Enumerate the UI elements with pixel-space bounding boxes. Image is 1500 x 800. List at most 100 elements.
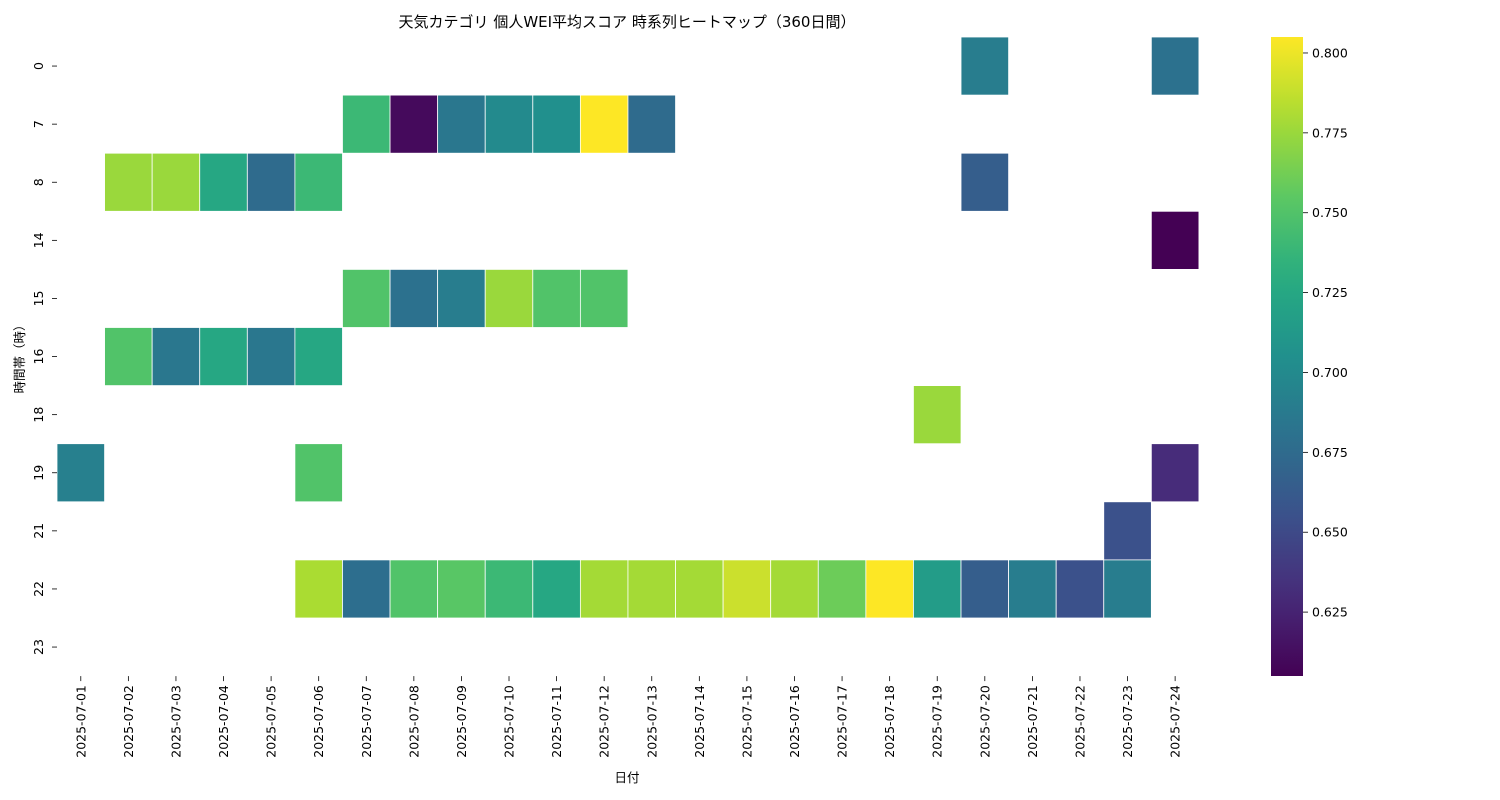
x-tick-label: 2025-07-01 bbox=[73, 685, 88, 758]
y-tick-label: 23 bbox=[31, 639, 46, 655]
x-tick-label: 2025-07-03 bbox=[168, 685, 183, 758]
x-axis-ticks: 2025-07-01 2025-07-02 2025-07-03 2025-07-04… bbox=[73, 676, 1183, 758]
heatmap-cell bbox=[579, 559, 629, 619]
heatmap-cell bbox=[675, 559, 724, 619]
heatmap-cell bbox=[294, 327, 343, 386]
heatmap-cell bbox=[437, 268, 486, 328]
y-axis-ticks: 0 7 8 14 15 16 18 19 21 22 23 bbox=[31, 62, 57, 655]
heatmap-cell bbox=[913, 385, 962, 445]
heatmap-cell bbox=[817, 559, 867, 619]
x-tick-label: 2025-07-07 bbox=[359, 685, 374, 758]
heatmap-cell bbox=[342, 268, 391, 328]
x-axis-label: 日付 bbox=[614, 770, 639, 785]
heatmap-cell bbox=[1150, 210, 1200, 270]
heatmap-cell bbox=[56, 443, 105, 503]
heatmap-cell bbox=[484, 559, 534, 619]
colorbar-ticks: 0.625 0.650 0.675 0.700 0.725 0.750 0.775 0.800 bbox=[1303, 45, 1348, 620]
heatmap-cell bbox=[484, 268, 534, 328]
x-tick-label: 2025-07-24 bbox=[1168, 685, 1183, 758]
y-tick-label: 21 bbox=[31, 523, 46, 539]
x-tick-label: 2025-07-21 bbox=[1025, 685, 1040, 758]
y-tick-label: 15 bbox=[31, 290, 46, 306]
y-tick-label: 8 bbox=[31, 178, 46, 186]
y-tick-label: 18 bbox=[31, 407, 46, 423]
x-tick-label: 2025-07-22 bbox=[1072, 685, 1087, 758]
heatmap-cell bbox=[104, 327, 153, 386]
heatmap-cell bbox=[579, 268, 629, 328]
heatmap-cell bbox=[151, 327, 201, 386]
heatmap-cell bbox=[437, 559, 486, 619]
heatmap-cell bbox=[1103, 501, 1152, 561]
x-tick-label: 2025-07-16 bbox=[787, 685, 802, 758]
heatmap-cells bbox=[56, 36, 1200, 619]
colorbar-tick-label: 0.675 bbox=[1312, 445, 1348, 460]
y-tick-label: 0 bbox=[31, 62, 46, 70]
x-tick-label: 2025-07-02 bbox=[121, 685, 136, 758]
heatmap-cell bbox=[437, 94, 486, 154]
y-tick-label: 7 bbox=[31, 120, 46, 128]
heatmap-cell bbox=[1103, 559, 1152, 619]
heatmap-cell bbox=[1008, 559, 1057, 619]
heatmap-cell bbox=[579, 94, 629, 154]
heatmap-cell bbox=[389, 268, 439, 328]
x-tick-label: 2025-07-18 bbox=[882, 685, 897, 758]
heatmap-cell bbox=[1150, 36, 1200, 96]
heatmap-cell bbox=[199, 152, 248, 212]
heatmap-cell bbox=[1055, 559, 1105, 619]
heatmap-cell bbox=[627, 559, 676, 619]
x-tick-label: 2025-07-23 bbox=[1120, 685, 1135, 758]
x-tick-label: 2025-07-10 bbox=[502, 685, 517, 758]
colorbar-tick-label: 0.650 bbox=[1312, 525, 1348, 540]
x-tick-label: 2025-07-14 bbox=[692, 685, 707, 758]
x-tick-label: 2025-07-20 bbox=[977, 685, 992, 758]
y-tick-label: 19 bbox=[31, 465, 46, 481]
x-tick-label: 2025-07-08 bbox=[406, 685, 421, 758]
x-tick-label: 2025-07-09 bbox=[454, 685, 469, 758]
heatmap-cell bbox=[960, 559, 1010, 619]
colorbar-tick-label: 0.700 bbox=[1312, 365, 1348, 380]
colorbar bbox=[1271, 37, 1303, 676]
colorbar-tick-label: 0.800 bbox=[1312, 45, 1348, 60]
heatmap-cell bbox=[1150, 443, 1200, 503]
heatmap-cell bbox=[532, 559, 581, 619]
chart-title: 天気カテゴリ 個人WEI平均スコア 時系列ヒートマップ（360日間） bbox=[399, 13, 856, 31]
colorbar-tick-label: 0.750 bbox=[1312, 205, 1348, 220]
colorbar-tick-label: 0.625 bbox=[1312, 605, 1348, 620]
x-tick-label: 2025-07-13 bbox=[644, 685, 659, 758]
y-tick-label: 22 bbox=[31, 581, 46, 597]
heatmap-cell bbox=[246, 152, 296, 212]
x-tick-label: 2025-07-11 bbox=[549, 685, 564, 758]
heatmap-cell bbox=[151, 152, 201, 212]
x-tick-label: 2025-07-15 bbox=[739, 685, 754, 758]
x-tick-label: 2025-07-12 bbox=[597, 685, 612, 758]
x-tick-label: 2025-07-06 bbox=[311, 685, 326, 758]
heatmap-cell bbox=[389, 559, 439, 619]
y-axis-label: 時間帯（時） bbox=[12, 318, 27, 393]
heatmap-cell bbox=[960, 36, 1010, 96]
y-tick-label: 14 bbox=[31, 232, 46, 248]
heatmap-cell bbox=[627, 94, 676, 154]
heatmap-cell bbox=[294, 443, 343, 503]
heatmap-cell bbox=[960, 152, 1010, 212]
heatmap-cell bbox=[389, 94, 439, 154]
heatmap-cell bbox=[484, 94, 534, 154]
x-tick-label: 2025-07-17 bbox=[835, 685, 850, 758]
colorbar-tick-label: 0.725 bbox=[1312, 285, 1348, 300]
heatmap-cell bbox=[722, 559, 772, 619]
heatmap-cell bbox=[913, 559, 962, 619]
x-tick-label: 2025-07-19 bbox=[930, 685, 945, 758]
colorbar-tick-label: 0.775 bbox=[1312, 125, 1348, 140]
heatmap-cell bbox=[342, 94, 391, 154]
heatmap-cell bbox=[246, 327, 296, 386]
x-tick-label: 2025-07-05 bbox=[264, 685, 279, 758]
heatmap-cell bbox=[199, 327, 248, 386]
heatmap-cell bbox=[865, 559, 914, 619]
heatmap-cell bbox=[770, 559, 819, 619]
y-tick-label: 16 bbox=[31, 349, 46, 365]
heatmap-cell bbox=[342, 559, 391, 619]
heatmap-cell bbox=[104, 152, 153, 212]
heatmap-cell bbox=[532, 268, 581, 328]
heatmap-cell bbox=[294, 152, 343, 212]
x-tick-label: 2025-07-04 bbox=[216, 685, 231, 758]
